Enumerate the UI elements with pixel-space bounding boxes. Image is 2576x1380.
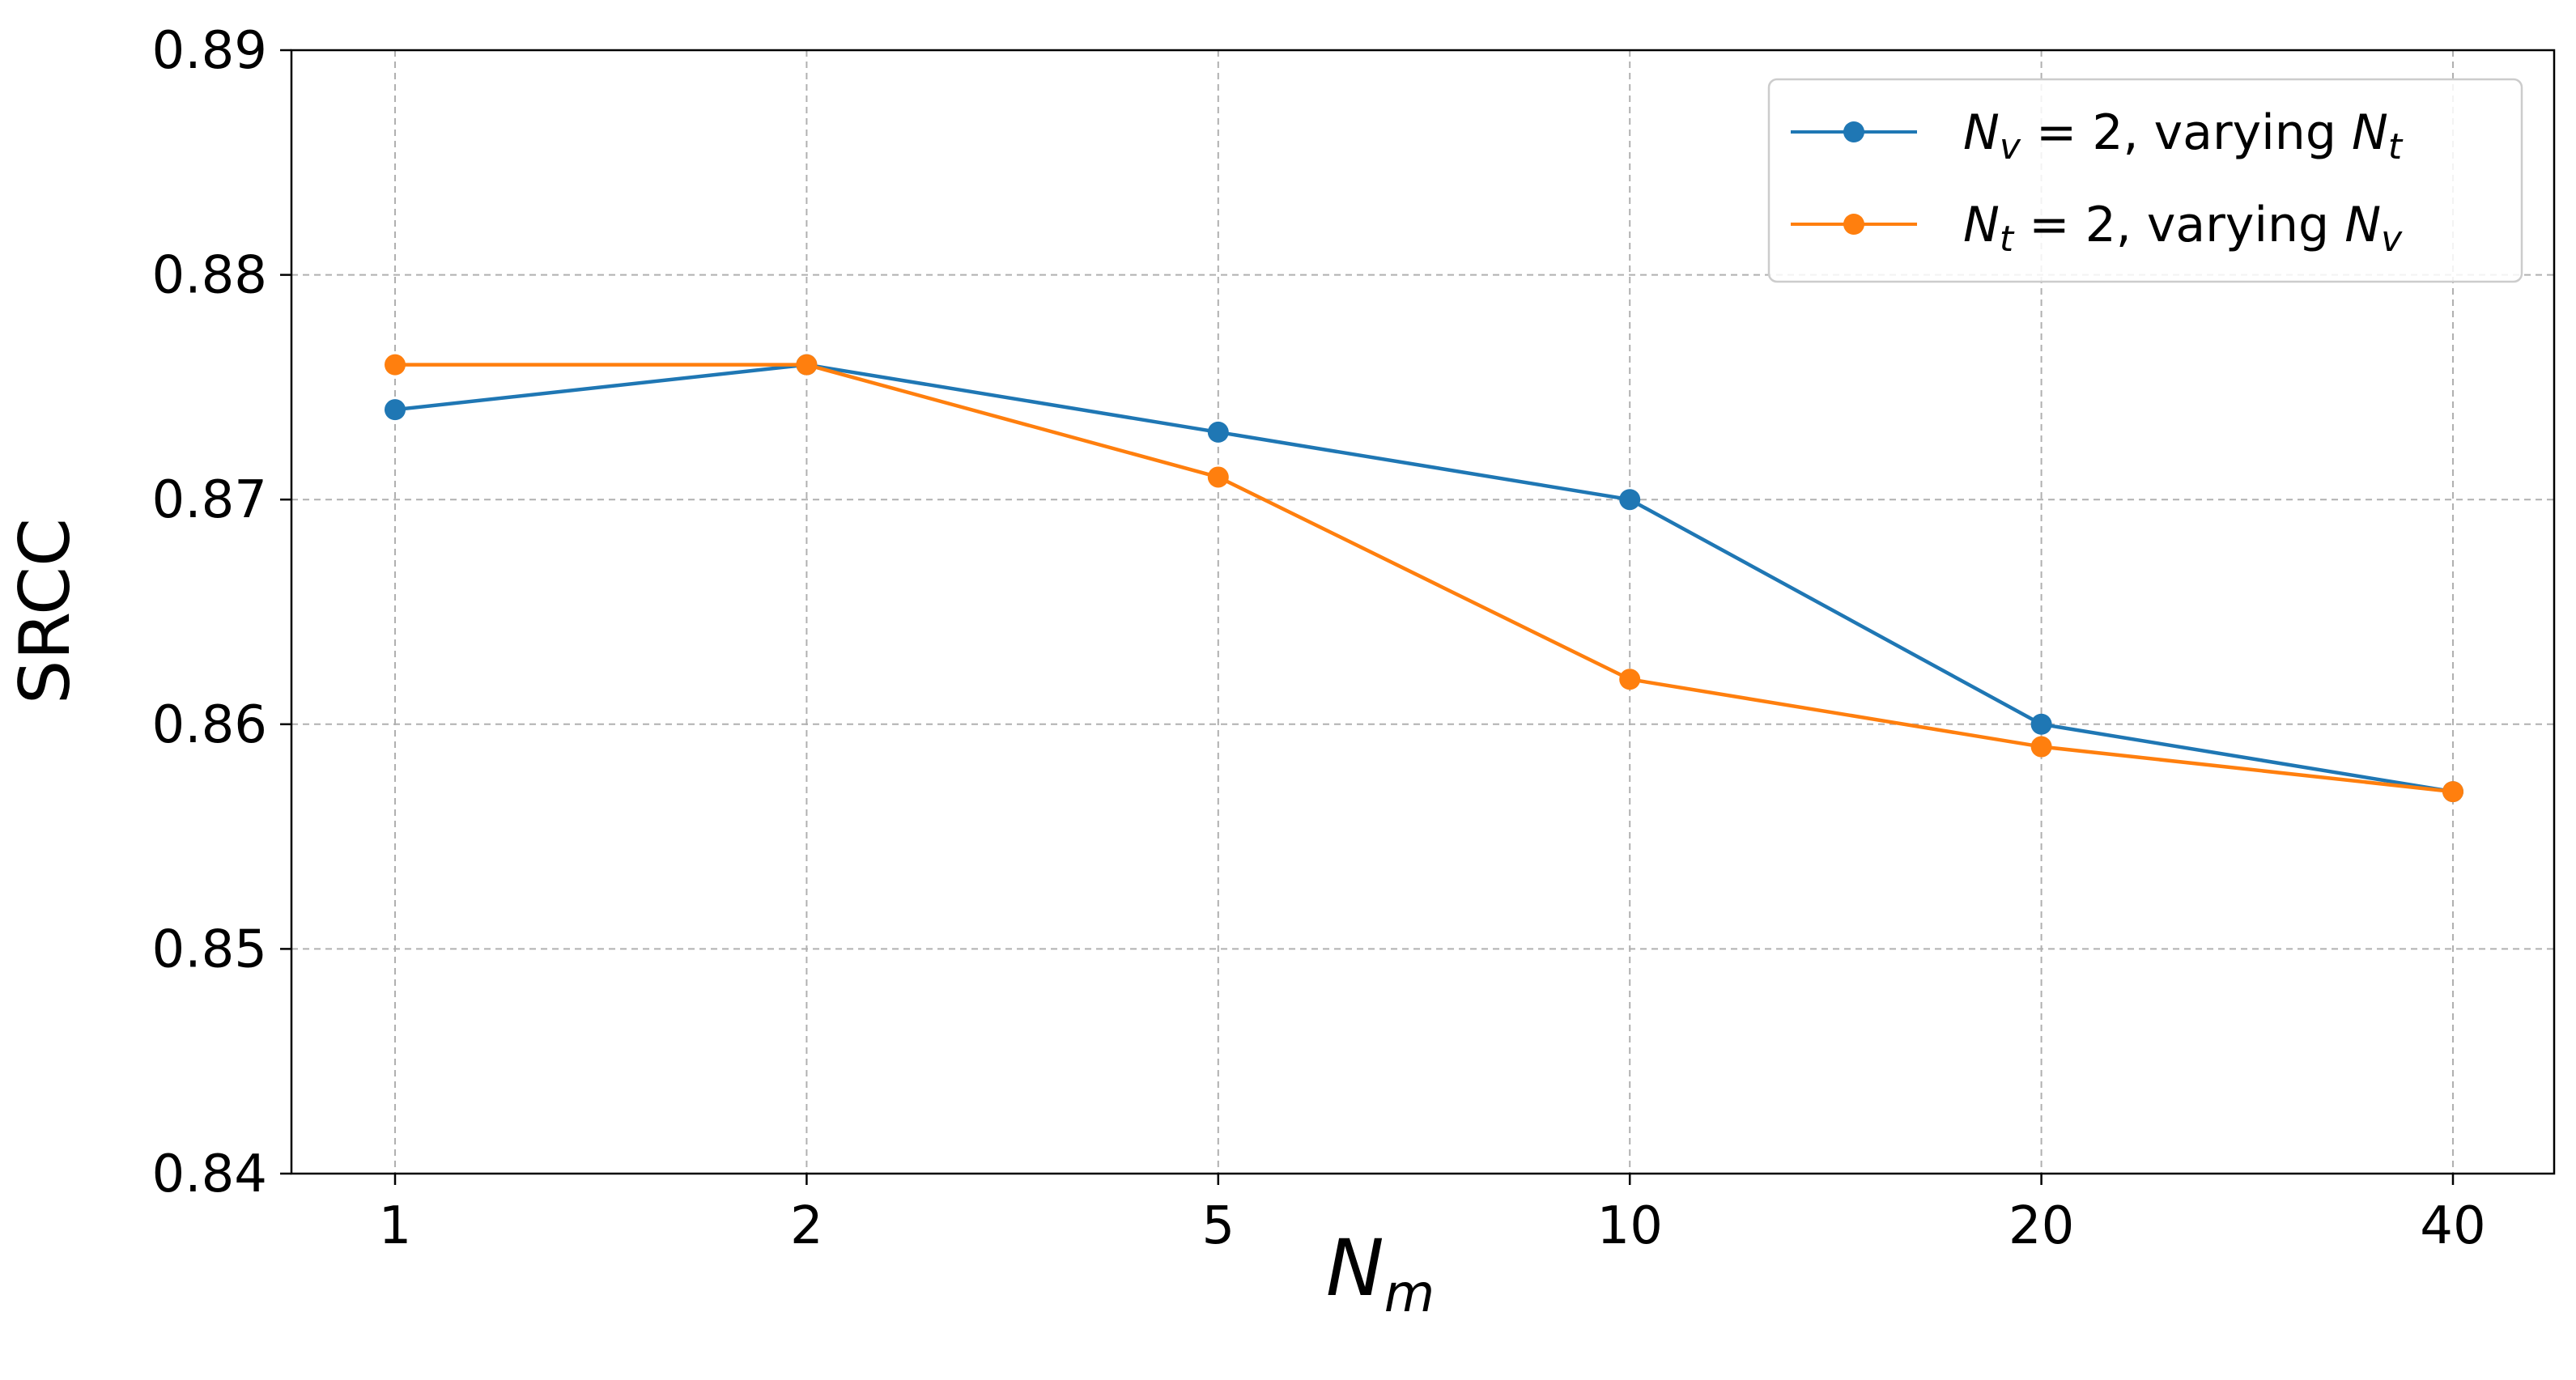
y-tick-label: 0.84 xyxy=(152,1144,268,1204)
axes xyxy=(280,49,2556,1185)
legend-entry-1: Nv = 2, varying Nt xyxy=(1791,104,2404,168)
series-2-point xyxy=(796,354,818,376)
legend-1-var-b-sub: t xyxy=(2388,126,2404,168)
tick-labels: 1 2 5 10 20 40 0.84 0.85 0.86 0.87 0.88 0.89 xyxy=(152,21,2486,1256)
x-tick-label: 2 xyxy=(790,1196,823,1256)
legend-marker-2 xyxy=(1843,214,1864,235)
series-2-point xyxy=(2030,736,2052,758)
plot-frame xyxy=(290,49,2556,1175)
legend-2-var-a: N xyxy=(1963,197,2000,253)
legend-2-var-b-sub: v xyxy=(2381,219,2403,260)
x-tick-label: 5 xyxy=(1201,1196,1235,1256)
legend-1-var-a: N xyxy=(1963,104,2000,161)
series-2-point xyxy=(385,354,406,376)
y-tick-label: 0.85 xyxy=(152,919,268,979)
legend-1-text: = 2, varying xyxy=(2021,104,2352,161)
series-2-point xyxy=(1207,466,1229,488)
legend-2-var-b: N xyxy=(2344,197,2381,253)
series-line-2 xyxy=(395,363,2454,794)
series-line-1 xyxy=(394,363,2454,794)
x-tick-label: 20 xyxy=(2009,1196,2074,1256)
legend-marker-1 xyxy=(1843,121,1864,142)
x-tick-label: 40 xyxy=(2420,1196,2485,1256)
legend-label-1: Nv = 2, varying Nt xyxy=(1963,104,2404,168)
y-tick-label: 0.87 xyxy=(152,470,268,530)
legend-label-2: Nt = 2, varying Nv xyxy=(1963,197,2403,260)
x-axis-label: Nm xyxy=(1326,1223,1435,1324)
x-axis-label-sub: m xyxy=(1384,1264,1435,1324)
x-tick-label: 10 xyxy=(1596,1196,1662,1256)
legend-2-var-a-sub: t xyxy=(2000,219,2015,260)
y-tick-label: 0.86 xyxy=(152,695,268,755)
legend-1-var-b: N xyxy=(2352,104,2388,161)
series-lines xyxy=(385,354,2463,803)
x-axis-label-main: N xyxy=(1326,1223,1384,1314)
series-2-point xyxy=(2442,781,2463,803)
y-tick-label: 0.89 xyxy=(152,21,268,81)
series-2-point xyxy=(1619,669,1641,690)
series-1-point xyxy=(1207,421,1229,443)
y-axis-label: SRCC xyxy=(5,518,86,704)
series-1-point xyxy=(1619,489,1641,511)
legend: Nv = 2, varying Nt Nt = 2, varying Nv xyxy=(1767,78,2523,283)
legend-entry-2: Nt = 2, varying Nv xyxy=(1791,197,2403,260)
legend-1-var-a-sub: v xyxy=(2000,126,2021,168)
series-1-point xyxy=(385,399,406,421)
series-1-point xyxy=(2030,713,2052,735)
x-tick-label: 1 xyxy=(379,1196,412,1256)
y-tick-label: 0.88 xyxy=(152,246,268,306)
legend-2-text: = 2, varying xyxy=(2013,197,2344,253)
legend-box xyxy=(1767,78,2523,283)
